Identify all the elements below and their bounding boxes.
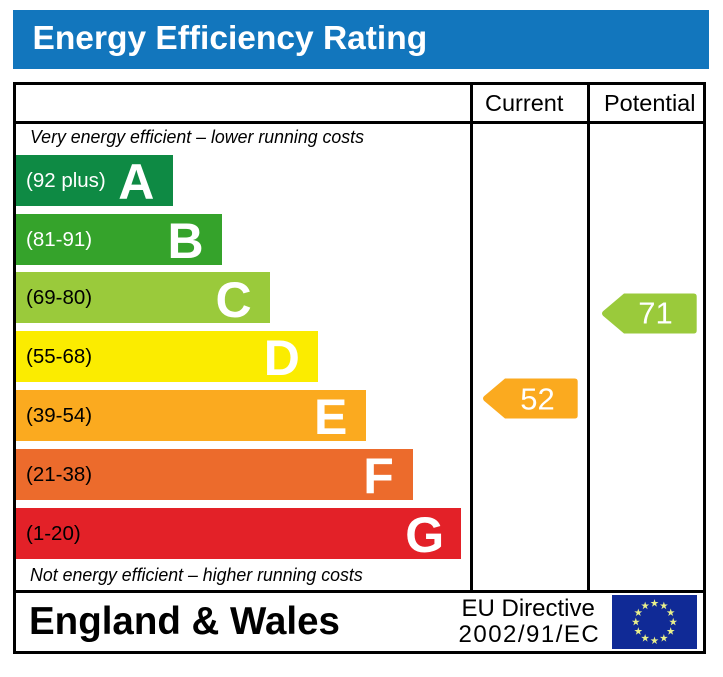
svg-text:52: 52 bbox=[520, 382, 554, 417]
svg-text:71: 71 bbox=[639, 295, 673, 330]
